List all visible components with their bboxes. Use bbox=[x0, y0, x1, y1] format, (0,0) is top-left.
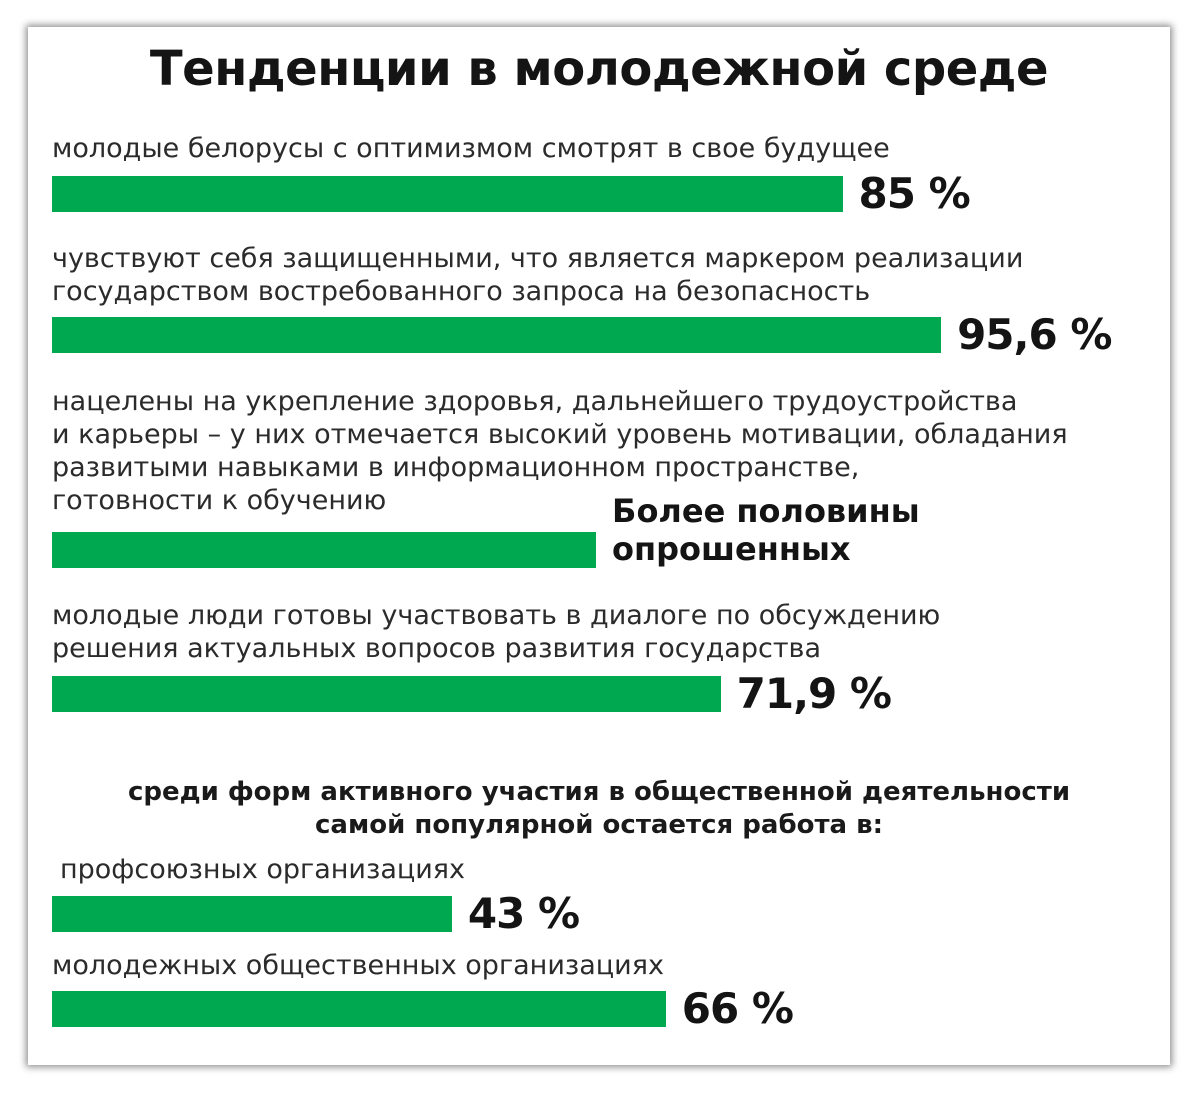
value-label-trade-unions: 43 % bbox=[467, 889, 580, 938]
item-label-trade-unions: профсоюзных организациях bbox=[60, 854, 466, 885]
infographic-card: Тенденции в молодежной среде молодые бел… bbox=[28, 27, 1170, 1065]
item-label-security: чувствуют себя защищенными, что является… bbox=[52, 243, 1024, 307]
bar-optimism bbox=[52, 176, 843, 212]
item-label-youth-orgs: молодежных общественных организациях bbox=[52, 950, 664, 981]
value-label-dialogue: 71,9 % bbox=[736, 669, 892, 718]
bar-dialogue bbox=[52, 676, 721, 712]
bar-motivation bbox=[52, 532, 597, 568]
item-label-dialogue: молодые люди готовы участвовать в диалог… bbox=[52, 600, 941, 664]
value-label-optimism: 85 % bbox=[858, 169, 971, 218]
bar-security bbox=[52, 317, 942, 353]
value-label-motivation: Более половины опрошенных bbox=[612, 492, 920, 568]
value-label-security: 95,6 % bbox=[957, 310, 1112, 359]
value-label-youth-orgs: 66 % bbox=[681, 984, 794, 1033]
chart-subheading: среди форм активного участия в обществен… bbox=[127, 777, 1071, 840]
item-label-motivation: нацелены на укрепление здоровья, дальней… bbox=[52, 386, 1068, 516]
bar-trade-unions bbox=[52, 896, 452, 932]
chart-title: Тенденции в молодежной среде bbox=[149, 41, 1049, 97]
bar-youth-orgs bbox=[52, 991, 666, 1027]
item-label-optimism: молодые белорусы с оптимизмом смотрят в … bbox=[52, 133, 890, 164]
